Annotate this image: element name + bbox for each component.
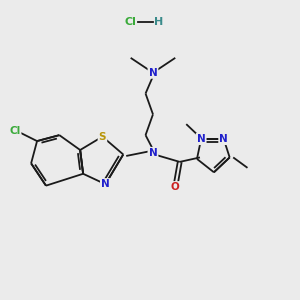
Text: N: N <box>148 148 157 158</box>
Text: Cl: Cl <box>125 17 136 27</box>
Text: N: N <box>101 179 110 189</box>
Text: N: N <box>197 134 206 144</box>
Text: N: N <box>148 68 157 78</box>
Text: N: N <box>219 134 228 144</box>
Text: O: O <box>171 182 180 192</box>
Text: H: H <box>154 17 164 27</box>
Text: S: S <box>99 132 106 142</box>
Text: Cl: Cl <box>9 126 20 136</box>
